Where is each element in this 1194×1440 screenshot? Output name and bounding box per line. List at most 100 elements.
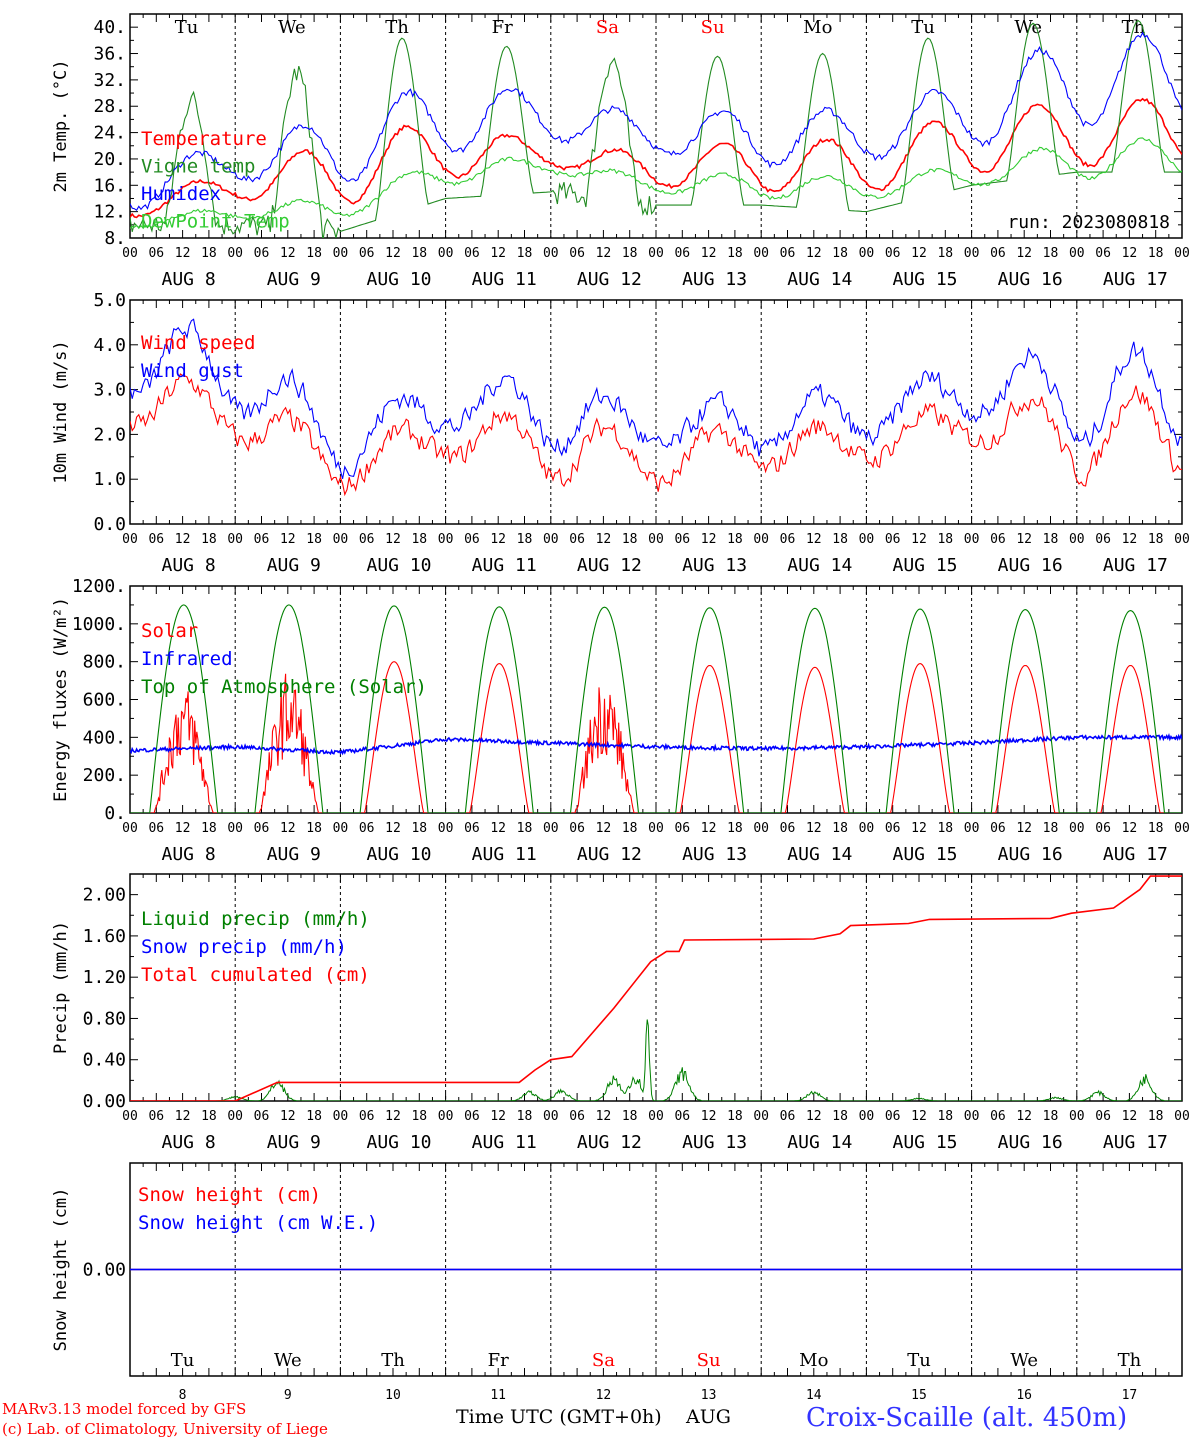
- hour-tick-label: 00: [438, 1109, 454, 1124]
- hour-tick-label: 12: [806, 821, 822, 836]
- hour-tick-label: 18: [727, 821, 743, 836]
- date-label: AUG 14: [787, 844, 852, 865]
- y-tick-label: 16.: [93, 175, 126, 196]
- hour-tick-label: 00: [753, 1109, 769, 1124]
- date-label: AUG 16: [998, 555, 1063, 576]
- hour-tick-label: 18: [306, 532, 322, 547]
- hour-tick-label: 12: [1122, 246, 1138, 261]
- hour-tick-label: 12: [596, 246, 612, 261]
- hour-tick-label: 06: [464, 821, 480, 836]
- hour-tick-label: 00: [438, 532, 454, 547]
- hour-tick-label: 12: [280, 246, 296, 261]
- hour-tick-label: 12: [1016, 821, 1032, 836]
- legend-entry: Solar: [141, 620, 198, 642]
- date-label: AUG 12: [577, 844, 642, 865]
- series-line-total-cumulated: [130, 875, 1182, 1101]
- date-label: AUG 9: [267, 555, 321, 576]
- hour-tick-label: 12: [1122, 821, 1138, 836]
- hour-tick-label: 18: [411, 1109, 427, 1124]
- y-axis-label: 2m Temp. (°C): [51, 59, 71, 192]
- hour-tick-label: 18: [1148, 821, 1164, 836]
- hour-tick-label: 06: [990, 532, 1006, 547]
- hour-tick-label: 12: [701, 246, 717, 261]
- hour-tick-label: 12: [175, 246, 191, 261]
- hour-tick-label: 06: [780, 1109, 796, 1124]
- y-tick-label: 1.0: [93, 469, 126, 490]
- hour-tick-label: 00: [1069, 246, 1085, 261]
- date-label: AUG 14: [787, 269, 852, 290]
- hour-tick-label: 18: [832, 246, 848, 261]
- weekday-label-bottom: Tu: [171, 1350, 195, 1371]
- weekday-label: Th: [385, 17, 409, 38]
- weekday-label-bottom: Tu: [907, 1350, 931, 1371]
- hour-tick-label: 00: [122, 1109, 138, 1124]
- hour-tick-label: 12: [175, 532, 191, 547]
- hour-tick-label: 12: [596, 821, 612, 836]
- y-tick-label: 1000.: [72, 614, 126, 635]
- date-label: AUG 8: [162, 269, 216, 290]
- y-tick-label: 0.80: [83, 1008, 126, 1029]
- y-axis-label: 10m Wind (m/s): [51, 340, 71, 483]
- hour-tick-label: 12: [280, 1109, 296, 1124]
- hour-tick-label: 00: [964, 1109, 980, 1124]
- date-label: AUG 17: [1103, 1132, 1168, 1153]
- hour-tick-label: 06: [359, 532, 375, 547]
- hour-tick-label: 00: [859, 821, 875, 836]
- hour-tick-label: 12: [596, 1109, 612, 1124]
- hour-tick-label: 06: [569, 246, 585, 261]
- hour-tick-label: 00: [438, 821, 454, 836]
- hour-tick-label: 00: [543, 821, 559, 836]
- hour-tick-label: 00: [1174, 1109, 1190, 1124]
- series-layer: [130, 875, 1182, 1101]
- hour-tick-label: 06: [1095, 246, 1111, 261]
- y-axis-label: Energy fluxes (W/m²): [51, 597, 71, 802]
- hour-tick-label: 18: [622, 821, 638, 836]
- y-axis-label: Precip (mm/h): [51, 921, 71, 1054]
- hour-tick-label: 00: [648, 246, 664, 261]
- hour-tick-label: 06: [674, 532, 690, 547]
- legend-entry: Infrared: [141, 648, 233, 670]
- series-layer: [130, 604, 1182, 813]
- hour-tick-label: 06: [990, 821, 1006, 836]
- hour-tick-label: 00: [648, 532, 664, 547]
- date-label: AUG 13: [682, 1132, 747, 1153]
- run-label: run: 2023080818: [1007, 212, 1170, 233]
- hour-tick-label: 18: [832, 821, 848, 836]
- legend-entry: Snow height (cm): [138, 1184, 321, 1206]
- legend-entry: Snow precip (mm/h): [141, 936, 347, 958]
- y-tick-label: 2.0: [93, 424, 126, 445]
- hour-tick-label: 06: [464, 246, 480, 261]
- weekday-label: Sa: [596, 17, 619, 38]
- hour-tick-label: 06: [359, 1109, 375, 1124]
- hour-tick-label: 12: [490, 821, 506, 836]
- hour-tick-label: 18: [411, 532, 427, 547]
- date-label: AUG 11: [472, 1132, 537, 1153]
- date-label: AUG 9: [267, 1132, 321, 1153]
- hour-tick-label: 18: [201, 1109, 217, 1124]
- date-label: AUG 16: [998, 844, 1063, 865]
- footer-lab-line: (c) Lab. of Climatology, University of L…: [2, 1420, 328, 1438]
- hour-tick-label: 18: [1148, 532, 1164, 547]
- date-label: AUG 17: [1103, 269, 1168, 290]
- hour-tick-label: 12: [911, 821, 927, 836]
- date-label-bottom: 16: [1016, 1388, 1032, 1403]
- y-tick-label: 0.00: [83, 1260, 126, 1281]
- hour-tick-label: 18: [622, 1109, 638, 1124]
- legend-entry: Liquid precip (mm/h): [141, 908, 370, 930]
- date-label: AUG 10: [366, 269, 431, 290]
- hour-tick-label: 00: [333, 532, 349, 547]
- hour-tick-label: 12: [911, 532, 927, 547]
- date-label-bottom: 13: [701, 1388, 717, 1403]
- hour-tick-label: 00: [438, 246, 454, 261]
- hour-tick-label: 06: [464, 1109, 480, 1124]
- y-tick-label: 200.: [83, 765, 126, 786]
- hour-tick-label: 18: [937, 821, 953, 836]
- station-title: Croix-Scaille (alt. 450m): [806, 1403, 1127, 1433]
- weekday-label: Tu: [175, 17, 199, 38]
- y-tick-label: 24.: [93, 123, 126, 144]
- hour-tick-label: 18: [727, 246, 743, 261]
- hour-tick-label: 00: [227, 532, 243, 547]
- hour-tick-label: 18: [306, 821, 322, 836]
- hour-tick-label: 00: [859, 532, 875, 547]
- series-line-top-of-atmosphere-solar-: [130, 604, 1182, 813]
